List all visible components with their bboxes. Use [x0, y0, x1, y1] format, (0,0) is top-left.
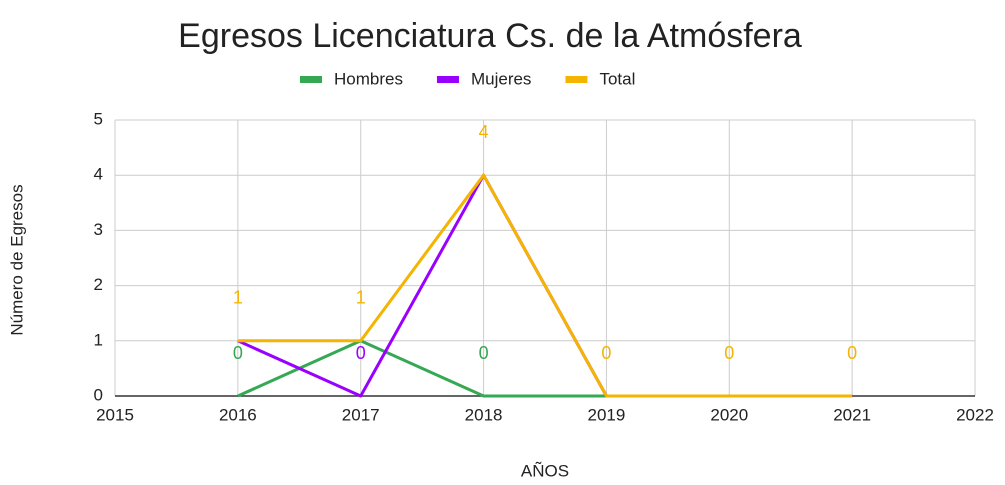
- y-tick-label: 1: [94, 330, 103, 349]
- x-tick-label: 2022: [956, 405, 994, 424]
- x-tick-label: 2016: [219, 405, 257, 424]
- legend-label: Total: [599, 69, 635, 88]
- data-label: 1: [233, 288, 243, 308]
- data-label: 4: [479, 122, 489, 142]
- data-label: 1: [356, 288, 366, 308]
- legend-label: Mujeres: [471, 69, 531, 88]
- data-label: 0: [601, 343, 611, 363]
- x-axis-label: AÑOS: [521, 461, 569, 480]
- series-line: [237, 339, 853, 398]
- data-label: 0: [479, 343, 489, 363]
- x-tick-label: 2020: [710, 405, 748, 424]
- data-label: 0: [233, 343, 243, 363]
- data-label: 0: [356, 343, 366, 363]
- x-tick-label: 2017: [342, 405, 380, 424]
- y-tick-label: 4: [94, 165, 103, 184]
- chart-title: Egresos Licenciatura Cs. de la Atmósfera: [178, 17, 802, 55]
- legend-swatch: [436, 76, 459, 83]
- legend-swatch: [565, 76, 588, 83]
- y-tick-label: 3: [94, 220, 103, 239]
- x-tick-label: 2015: [96, 405, 134, 424]
- y-axis-label: Número de Egresos: [7, 184, 26, 335]
- data-label: 0: [724, 343, 734, 363]
- data-label: 0: [847, 343, 857, 363]
- x-tick-label: 2018: [465, 405, 503, 424]
- y-tick-label: 0: [94, 385, 103, 404]
- x-tick-label: 2019: [588, 405, 626, 424]
- x-tick-label: 2021: [833, 405, 871, 424]
- y-tick-label: 5: [94, 109, 103, 128]
- legend-swatch: [300, 76, 322, 83]
- y-tick-label: 2: [94, 275, 103, 294]
- series-line: [237, 173, 853, 398]
- legend-label: Hombres: [334, 69, 403, 88]
